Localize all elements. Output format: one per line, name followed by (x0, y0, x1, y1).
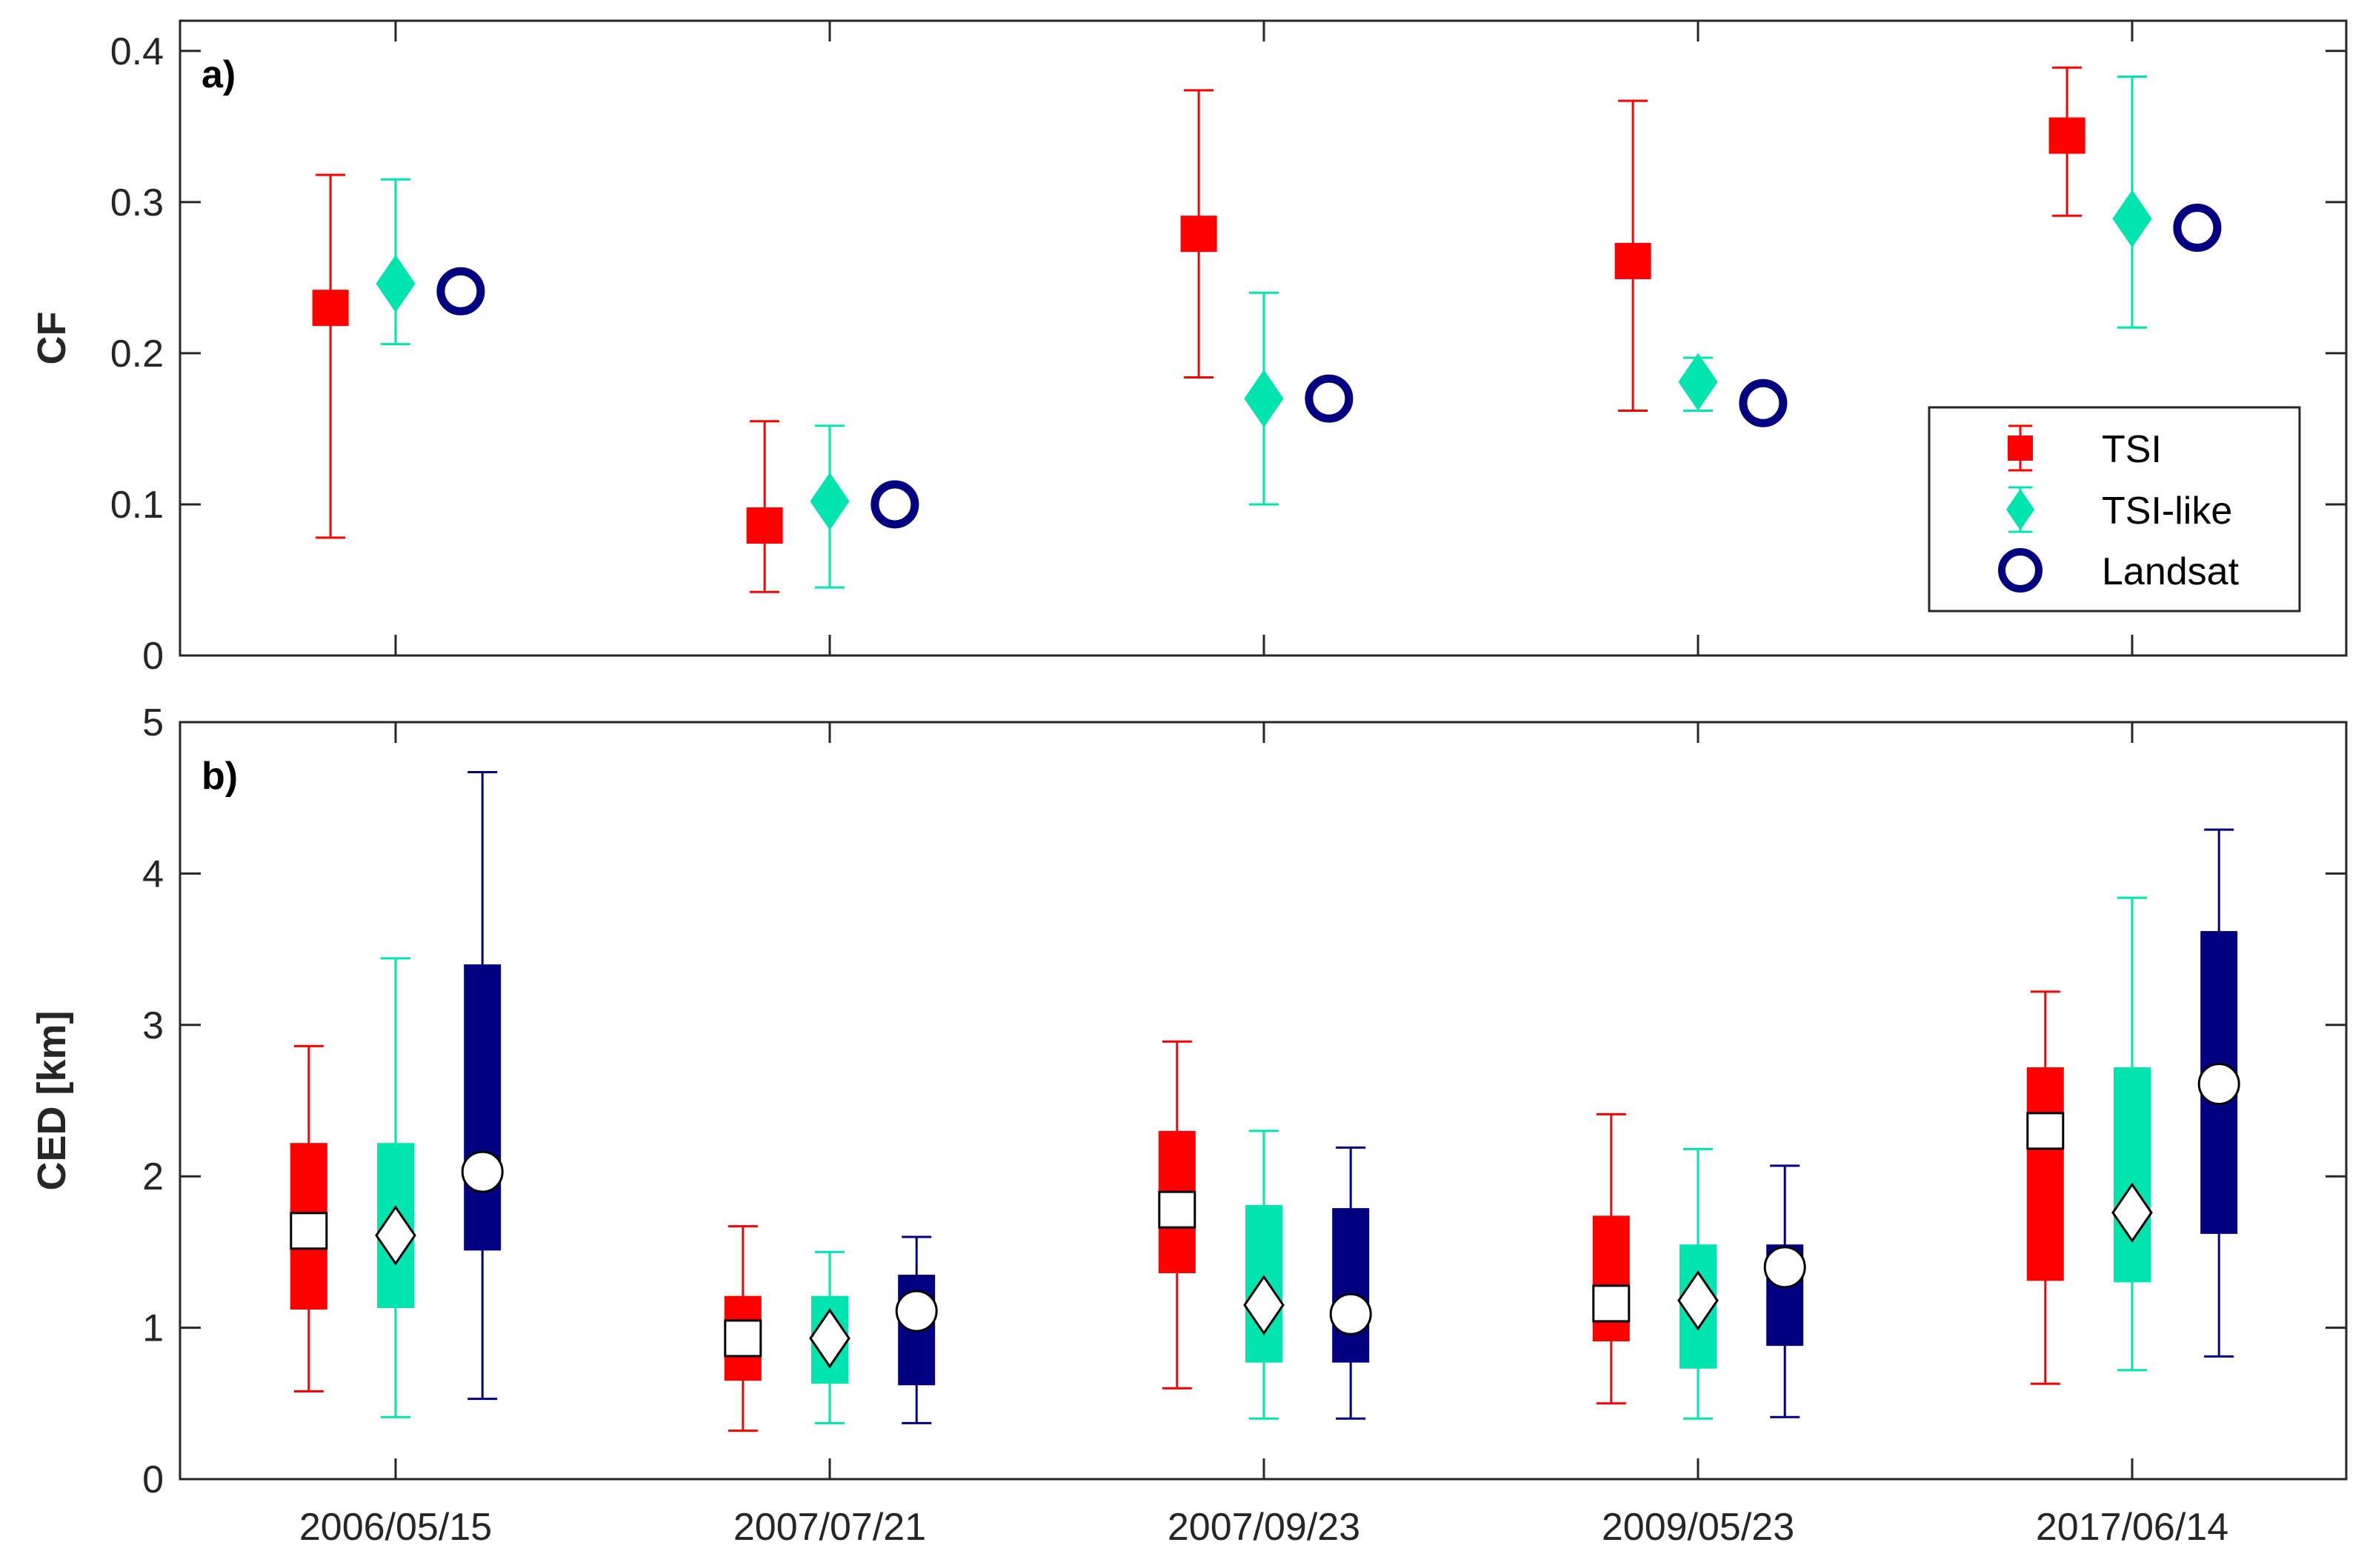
median-landsat-2017-06-14 (2197, 1063, 2240, 1106)
legend-label-landsat: Landsat (2102, 550, 2240, 593)
xtick-label-2006-05-15: 2006/05/15 (299, 1506, 492, 1549)
median-tsi-2006-05-15 (290, 1212, 328, 1250)
point-tsi-like-2006-05-15 (376, 255, 416, 313)
panel-a-tag: a) (202, 53, 236, 96)
median-tsi-like-2017-06-14 (2111, 1182, 2153, 1243)
panel-b-cloud-equivalent-diameter: 0 1 2 3 4 5 2006/05/15 2007/07/21 2007/09/23 2009… (30, 701, 2348, 1549)
panel-a-ytick-label: 0.1 (110, 484, 164, 527)
panel-a-ylabel: CF (30, 312, 74, 365)
point-tsi-2017-06-14 (2048, 117, 2085, 154)
point-landsat-2007-09-23 (1305, 374, 1354, 423)
point-tsi-2009-05-23 (1614, 242, 1651, 279)
box-landsat-2007-09-23 (1332, 1208, 1370, 1363)
legend-box (1928, 406, 2301, 613)
median-tsi-like-2006-05-15 (375, 1205, 416, 1266)
median-landsat-2006-05-15 (461, 1150, 504, 1193)
panel-a-ytick-label: 0.3 (110, 181, 164, 224)
point-tsi-like-2009-05-23 (1678, 353, 1718, 411)
point-tsi-like-2007-09-23 (1244, 370, 1284, 428)
median-landsat-2007-09-23 (1329, 1292, 1372, 1335)
median-tsi-2007-09-23 (1158, 1190, 1196, 1229)
point-landsat-2017-06-14 (2173, 204, 2222, 253)
legend: TSI TSI-like Landsat (1928, 406, 2301, 613)
median-landsat-2009-05-23 (1763, 1246, 1806, 1289)
point-landsat-2007-07-21 (870, 480, 919, 529)
point-landsat-2006-05-15 (436, 267, 485, 316)
legend-marker-tsi-like (2006, 489, 2034, 530)
xtick-label-2017-06-14: 2017/06/14 (2036, 1506, 2228, 1549)
point-tsi-2006-05-15 (312, 290, 349, 327)
panel-b-ytick-label: 4 (142, 853, 164, 895)
box-landsat-2006-05-15 (464, 964, 502, 1251)
legend-label-tsi: TSI (2102, 428, 2162, 471)
legend-label-tsi-like: TSI-like (2102, 490, 2232, 533)
panel-a-ytick-label: 0.4 (110, 30, 164, 73)
median-tsi-like-2007-09-23 (1243, 1275, 1285, 1335)
xtick-label-2009-05-23: 2009/05/23 (1602, 1506, 1794, 1549)
box-tsi-2009-05-23 (1592, 1215, 1630, 1341)
median-tsi-2017-06-14 (2026, 1112, 2065, 1150)
median-tsi-like-2007-07-21 (809, 1308, 850, 1369)
panel-b-ytick-label: 0 (142, 1458, 164, 1501)
median-landsat-2007-07-21 (895, 1290, 938, 1332)
panel-a-ytick-label: 0.2 (110, 333, 164, 376)
xtick-label-2007-07-21: 2007/07/21 (733, 1506, 926, 1549)
panel-b-ytick-label: 5 (142, 701, 164, 744)
panel-b-tag: b) (202, 755, 238, 798)
panel-b-ytick-label: 1 (142, 1307, 164, 1350)
box-tsi-2017-06-14 (2026, 1067, 2064, 1281)
median-tsi-2007-07-21 (724, 1319, 762, 1358)
panel-b-ytick-label: 3 (142, 1004, 164, 1047)
point-tsi-2007-07-21 (746, 507, 783, 544)
box-tsi-like-2017-06-14 (2114, 1067, 2151, 1283)
panel-b-ylabel: CED [km] (30, 1010, 74, 1190)
median-tsi-like-2009-05-23 (1677, 1270, 1719, 1331)
median-tsi-2009-05-23 (1592, 1284, 1631, 1323)
point-tsi-like-2007-07-21 (810, 472, 850, 530)
legend-marker-tsi (2008, 436, 2033, 461)
panel-a-ytick-label: 0 (142, 635, 164, 678)
panel-b-ytick-label: 2 (142, 1155, 164, 1198)
point-landsat-2009-05-23 (1739, 378, 1788, 427)
legend-marker-landsat (1998, 548, 2043, 593)
point-tsi-2007-09-23 (1180, 216, 1217, 253)
panel-a-cloud-fraction: 0 0.1 0.2 0.3 0.4 CF a) TSI TSI-like Landsat (30, 19, 2348, 678)
point-tsi-like-2017-06-14 (2112, 190, 2152, 248)
xtick-label-2007-09-23: 2007/09/23 (1168, 1506, 1360, 1549)
